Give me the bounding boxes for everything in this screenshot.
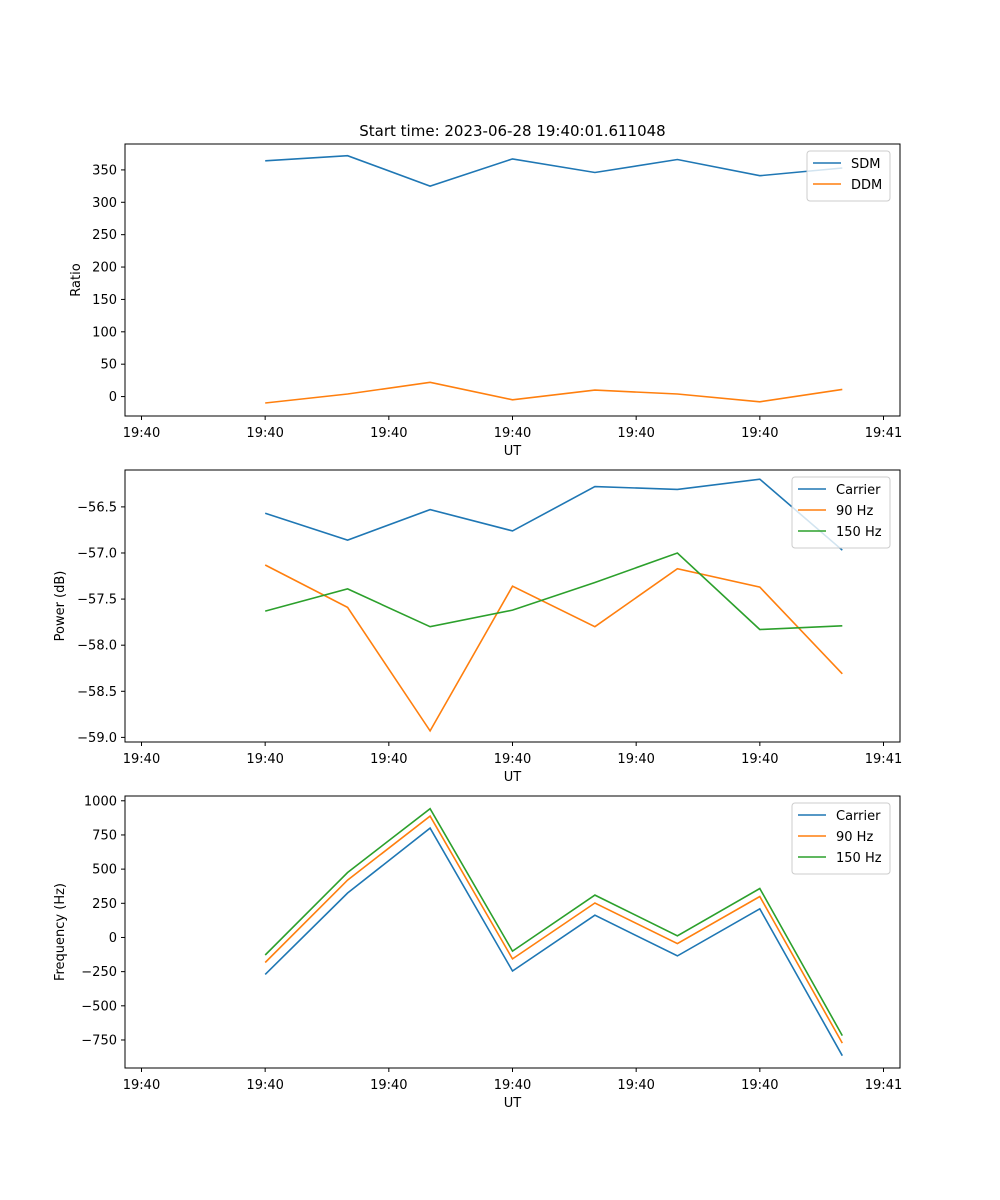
- chart-2-y-tick-label: 500: [92, 863, 117, 878]
- chart-2-legend-label: 90 Hz: [836, 830, 873, 845]
- chart-1-series-line-150-hz: [264, 552, 843, 631]
- chart-2-x-tick-label: 19:40: [370, 1078, 407, 1093]
- chart-1-x-tick-label: 19:41: [865, 752, 902, 767]
- chart-2-x-tick-label: 19:41: [865, 1078, 902, 1093]
- chart-0-y-tick-label: 350: [92, 163, 117, 178]
- chart-0-x-axis-label: UT: [504, 444, 522, 459]
- chart-1-series-line-carrier: [264, 478, 843, 551]
- chart-2-y-tick-label: 0: [109, 931, 117, 946]
- chart-0-y-tick-label: 100: [92, 325, 117, 340]
- chart-0-x-tick-label: 19:41: [865, 426, 902, 441]
- chart-2-y-tick-label: −250: [81, 965, 117, 980]
- chart-2-y-tick-label: 1000: [84, 794, 117, 809]
- chart-0-legend-label: SDM: [851, 157, 880, 172]
- chart-0-series-line-ddm: [265, 381, 843, 404]
- chart-0-y-axis-label: Ratio: [69, 263, 84, 296]
- frequency-panel: 19:40 19:40 19:40 19:40 19:40 19:40 19:41 −750 −…: [53, 794, 902, 1111]
- chart-0-x-tick-label: 19:40: [741, 426, 778, 441]
- chart-1-axes-frame: [124, 469, 901, 743]
- chart-0-axes-frame: [124, 143, 901, 417]
- chart-1-legend-label: 150 Hz: [836, 525, 882, 540]
- ratio-panel: 19:40 19:40 19:40 19:40 19:40 19:40 19:41 0 50 10…: [69, 143, 902, 459]
- chart-2-x-tick-label: 19:40: [741, 1078, 778, 1093]
- chart-2-x-axis-label: UT: [504, 1096, 522, 1111]
- chart-0-y-tick-label: 50: [100, 358, 117, 373]
- chart-0-y-tick-label: 250: [92, 228, 117, 243]
- chart-1-y-tick-label: −56.5: [77, 500, 117, 515]
- chart-1-y-tick-label: −58.0: [77, 639, 117, 654]
- chart-2-legend-label: 150 Hz: [836, 851, 882, 866]
- chart-0-series-line-sdm: [265, 154, 843, 187]
- chart-0-x-tick-label: 19:40: [370, 426, 407, 441]
- chart-0-x-tick-label: 19:40: [617, 426, 654, 441]
- chart-2-series-line-90-hz: [264, 814, 843, 1044]
- chart-1-x-axis-label: UT: [504, 770, 522, 785]
- chart-1-y-axis-label: Power (dB): [53, 571, 68, 642]
- chart-2-y-tick-label: −500: [81, 999, 117, 1014]
- chart-2-y-axis-label: Frequency (Hz): [53, 883, 68, 981]
- chart-1-x-tick-label: 19:40: [494, 752, 531, 767]
- chart-1-legend-label: Carrier: [836, 483, 881, 498]
- chart-1-x-tick-label: 19:40: [123, 752, 160, 767]
- chart-2-x-tick-label: 19:40: [123, 1078, 160, 1093]
- chart-2-legend-label: Carrier: [836, 809, 881, 824]
- chart-2-y-tick-label: 750: [92, 828, 117, 843]
- chart-0-x-tick-label: 19:40: [123, 426, 160, 441]
- chart-0-x-tick-label: 19:40: [494, 426, 531, 441]
- chart-0-legend-label: DDM: [851, 178, 882, 193]
- chart-0-y-tick-label: 0: [109, 390, 117, 405]
- chart-2-x-tick-label: 19:40: [617, 1078, 654, 1093]
- chart-1-x-tick-label: 19:40: [370, 752, 407, 767]
- chart-1-legend-label: 90 Hz: [836, 504, 873, 519]
- chart-2-series-line-150-hz: [264, 807, 843, 1036]
- chart-1-y-tick-label: −57.5: [77, 593, 117, 608]
- chart-2-series-line-carrier: [264, 826, 843, 1057]
- figure-title: Start time: 2023-06-28 19:40:01.611048: [359, 122, 665, 140]
- chart-1-x-tick-label: 19:40: [617, 752, 654, 767]
- chart-2-y-tick-label: 250: [92, 897, 117, 912]
- chart-2-x-tick-label: 19:40: [494, 1078, 531, 1093]
- chart-0-y-tick-label: 200: [92, 261, 117, 276]
- power-panel: 19:40 19:40 19:40 19:40 19:40 19:40 19:41 −59.0…: [53, 469, 902, 785]
- chart-1-x-tick-label: 19:40: [246, 752, 283, 767]
- chart-0-y-tick-label: 300: [92, 196, 117, 211]
- chart-2-x-tick-label: 19:40: [246, 1078, 283, 1093]
- chart-0-y-tick-label: 150: [92, 293, 117, 308]
- chart-0-x-tick-label: 19:40: [246, 426, 283, 441]
- chart-1-series-line-90-hz: [264, 564, 843, 733]
- chart-1-y-tick-label: −59.0: [77, 731, 117, 746]
- chart-1-x-tick-label: 19:40: [741, 752, 778, 767]
- chart-2-y-tick-label: −750: [81, 1033, 117, 1048]
- chart-1-y-tick-label: −57.0: [77, 546, 117, 561]
- chart-1-y-tick-label: −58.5: [77, 685, 117, 700]
